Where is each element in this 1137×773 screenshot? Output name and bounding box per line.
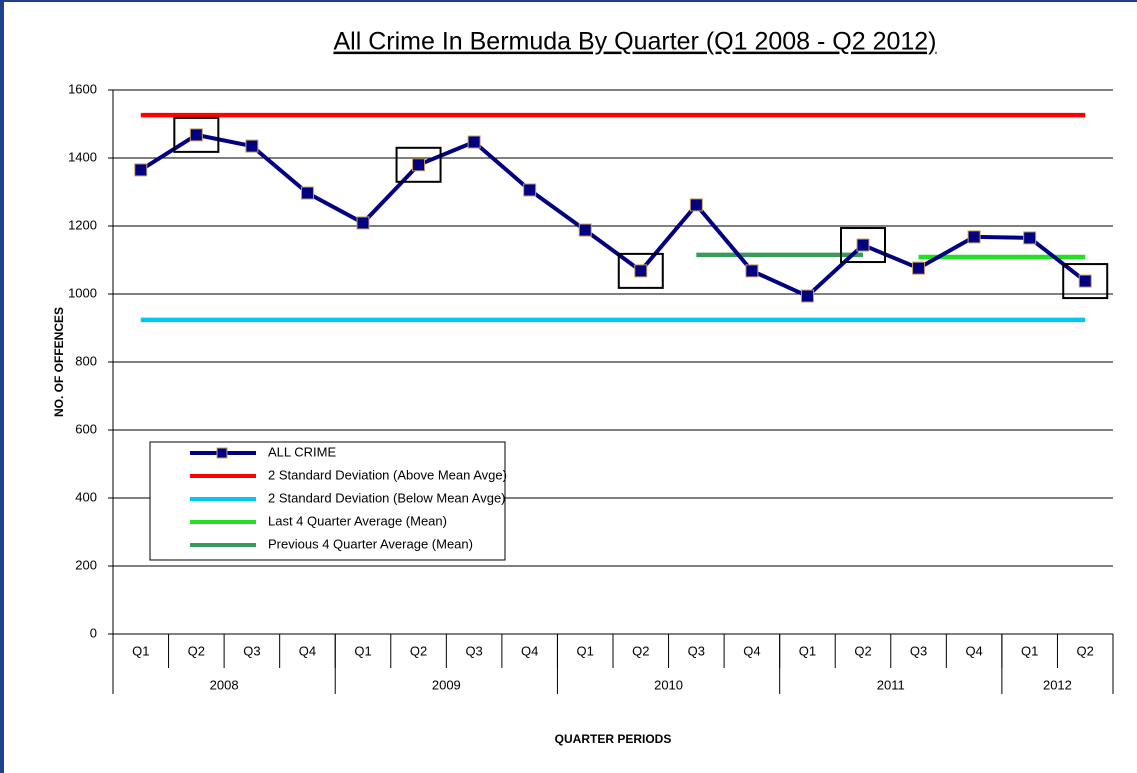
year-label: 2010 (654, 677, 683, 692)
point-marker (245, 139, 259, 153)
y-tick-label: 800 (75, 353, 97, 368)
x-tick-label: Q3 (910, 643, 927, 658)
x-tick-label: Q4 (965, 643, 982, 658)
legend-label: 2 Standard Deviation (Below Mean Avge) (268, 490, 506, 505)
y-tick-label: 1400 (68, 149, 97, 164)
point-marker (412, 158, 426, 172)
legend-marker (216, 447, 228, 459)
x-tick-label: Q2 (632, 643, 649, 658)
point-marker (134, 163, 148, 177)
x-tick-label: Q3 (688, 643, 705, 658)
point-marker (300, 186, 314, 200)
x-tick-label: Q4 (743, 643, 760, 658)
legend-label: 2 Standard Deviation (Above Mean Avge) (268, 467, 507, 482)
highlight-box (395, 146, 442, 183)
series-line (139, 132, 1087, 299)
frame-left (0, 0, 4, 773)
point-marker (467, 135, 481, 149)
highlight-box (1062, 263, 1109, 300)
y-tick-label: 1200 (68, 217, 97, 232)
point-marker (856, 238, 870, 252)
y-tick-label: 400 (75, 489, 97, 504)
legend-label: ALL CRIME (268, 444, 336, 459)
y-tick-label: 0 (90, 625, 97, 640)
x-tick-label: Q1 (577, 643, 594, 658)
x-tick-label: Q4 (521, 643, 538, 658)
year-label: 2012 (1043, 677, 1072, 692)
y-axis-label: NO. OF OFFENCES (52, 307, 66, 417)
y-tick-label: 1000 (68, 285, 97, 300)
highlight-box (617, 252, 664, 289)
y-tick-label: 200 (75, 557, 97, 572)
point-marker (578, 223, 592, 237)
year-label: 2008 (210, 677, 239, 692)
year-label: 2011 (877, 677, 905, 692)
point-marker (523, 183, 537, 197)
point-marker (689, 198, 703, 212)
point-marker (967, 230, 981, 244)
point-marker (912, 261, 926, 275)
x-tick-label: Q1 (354, 643, 371, 658)
point-marker (1023, 231, 1037, 245)
y-tick-label: 600 (75, 421, 97, 436)
highlight-box (173, 116, 220, 153)
x-tick-label: Q1 (132, 643, 149, 658)
point-marker (1078, 274, 1092, 288)
x-axis-label: QUARTER PERIODS (555, 732, 672, 746)
x-tick-label: Q2 (854, 643, 871, 658)
point-marker (800, 289, 814, 303)
point-marker (189, 128, 203, 142)
point-marker (634, 264, 648, 278)
chart-title: All Crime In Bermuda By Quarter (Q1 2008… (333, 28, 936, 56)
x-tick-label: Q2 (1077, 643, 1094, 658)
x-tick-label: Q1 (1021, 643, 1038, 658)
point-marker (745, 264, 759, 278)
point-marker (356, 216, 370, 230)
x-tick-label: Q4 (299, 643, 316, 658)
x-tick-label: Q2 (410, 643, 427, 658)
year-label: 2009 (432, 677, 461, 692)
legend-label: Last 4 Quarter Average (Mean) (268, 513, 447, 528)
legend-label: Previous 4 Quarter Average (Mean) (268, 536, 473, 551)
frame-top (0, 0, 1137, 2)
highlight-box (840, 227, 886, 264)
x-tick-label: Q3 (243, 643, 260, 658)
x-tick-label: Q2 (188, 643, 205, 658)
x-tick-label: Q3 (465, 643, 482, 658)
y-tick-label: 1600 (68, 81, 97, 96)
x-tick-label: Q1 (799, 643, 816, 658)
